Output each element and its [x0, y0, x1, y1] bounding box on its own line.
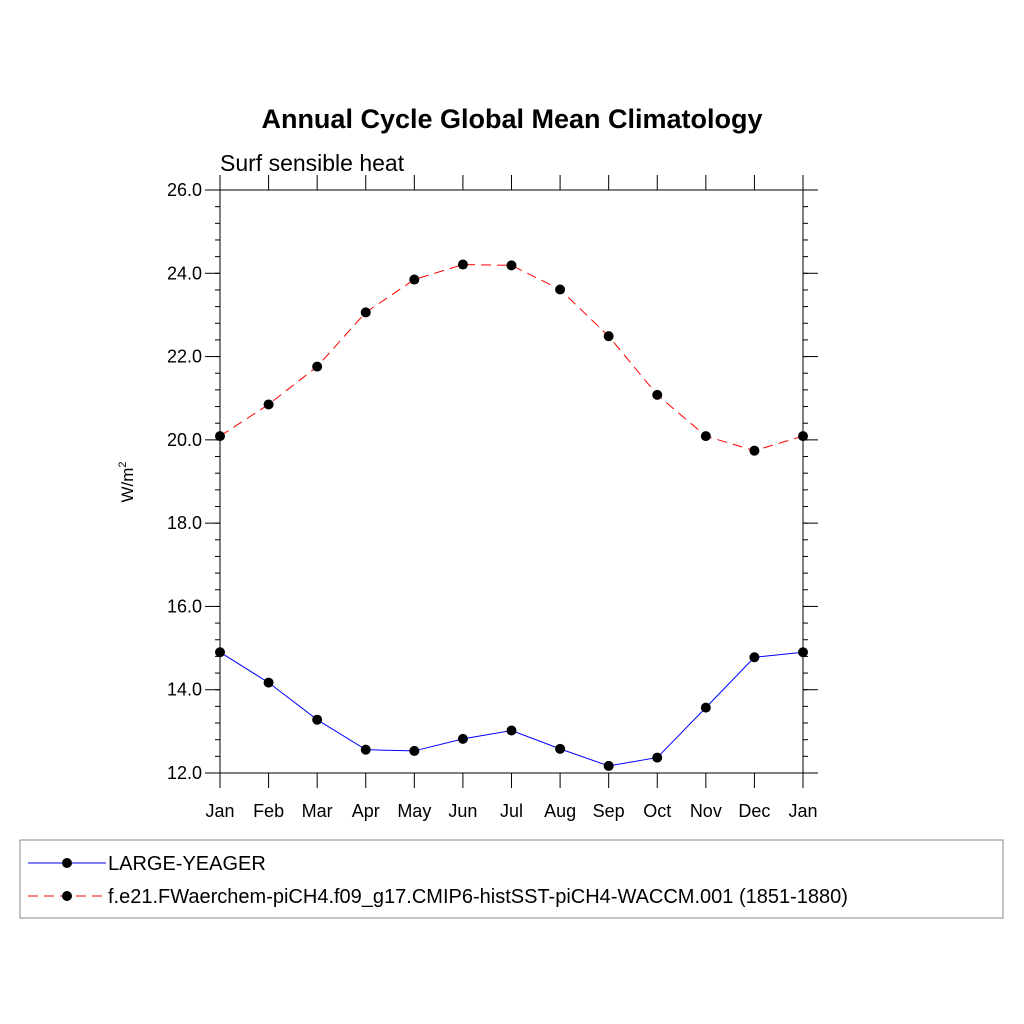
series-layer	[215, 259, 808, 771]
data-point-series-1	[263, 677, 274, 688]
y-tick-label: 12.0	[167, 763, 202, 783]
data-point-series-1	[506, 725, 517, 736]
x-tick-label: Sep	[593, 801, 625, 821]
series-line-1	[219, 651, 804, 767]
y-axis-label-superscript: 2	[117, 461, 129, 467]
data-point-series-1	[312, 714, 323, 725]
y-axis-label: W/m2	[117, 461, 137, 502]
x-tick-label: Mar	[302, 801, 333, 821]
y-axis-label-text: W/m	[118, 468, 137, 503]
y-tick-label: 20.0	[167, 430, 202, 450]
data-point-series-2	[555, 284, 566, 295]
data-point-series-2	[652, 389, 663, 400]
legend-marker-1	[62, 858, 72, 868]
x-tick-label: Aug	[544, 801, 576, 821]
data-point-series-2	[457, 259, 468, 270]
y-tick-label: 24.0	[167, 263, 202, 283]
chart-subtitle: Surf sensible heat	[220, 150, 405, 176]
y-tick-label: 26.0	[167, 180, 202, 200]
data-point-series-1	[215, 647, 225, 658]
x-tick-label: May	[397, 801, 431, 821]
data-point-series-2	[360, 307, 371, 318]
x-tick-label: Jun	[448, 801, 477, 821]
data-point-series-2	[409, 274, 420, 285]
x-tick-label: Jan	[788, 801, 817, 821]
y-tick-label: 18.0	[167, 513, 202, 533]
plot-frame	[219, 189, 804, 774]
legend-box	[19, 839, 1004, 919]
plot-area: 12.0 14.0 16.0 18.0 20.0 22.0 24.0 26.0 Jan Feb Ma…	[167, 175, 818, 821]
data-point-series-1	[457, 733, 468, 744]
data-point-series-1	[555, 743, 566, 754]
data-point-series-1	[652, 752, 663, 763]
data-point-series-2	[506, 260, 517, 271]
y-tick-label: 22.0	[167, 347, 202, 367]
data-point-series-2	[603, 331, 614, 342]
data-point-series-2	[798, 431, 808, 442]
x-tick-label: Nov	[690, 801, 722, 821]
legend-label-1: LARGE-YEAGER	[108, 853, 266, 875]
x-tick-label: Apr	[352, 801, 380, 821]
data-point-series-2	[700, 431, 711, 442]
svg-text:W/m2: W/m2	[117, 461, 137, 502]
data-point-series-1	[603, 760, 614, 771]
data-point-series-2	[312, 361, 323, 372]
data-point-series-2	[749, 445, 760, 456]
y-tick-label: 16.0	[167, 596, 202, 616]
legend: LARGE-YEAGER f.e21.FWaerchem-piCH4.f09_g1…	[28, 853, 848, 908]
x-tick-label: Jan	[205, 801, 234, 821]
data-point-series-1	[409, 745, 420, 756]
series-line-2	[219, 264, 804, 452]
x-tick-label: Feb	[253, 801, 284, 821]
data-point-series-1	[749, 652, 760, 663]
chart-title: Annual Cycle Global Mean Climatology	[261, 104, 762, 134]
legend-marker-2	[62, 891, 72, 901]
data-point-series-1	[798, 647, 808, 658]
x-tick-label: Oct	[643, 801, 671, 821]
y-tick-label: 14.0	[167, 680, 202, 700]
data-point-series-2	[263, 399, 274, 410]
data-point-series-1	[360, 744, 371, 755]
legend-label-2: f.e21.FWaerchem-piCH4.f09_g17.CMIP6-hist…	[108, 886, 848, 908]
data-point-series-2	[215, 431, 225, 442]
x-tick-label: Dec	[738, 801, 770, 821]
data-point-series-1	[700, 702, 711, 713]
x-tick-label: Jul	[500, 801, 523, 821]
